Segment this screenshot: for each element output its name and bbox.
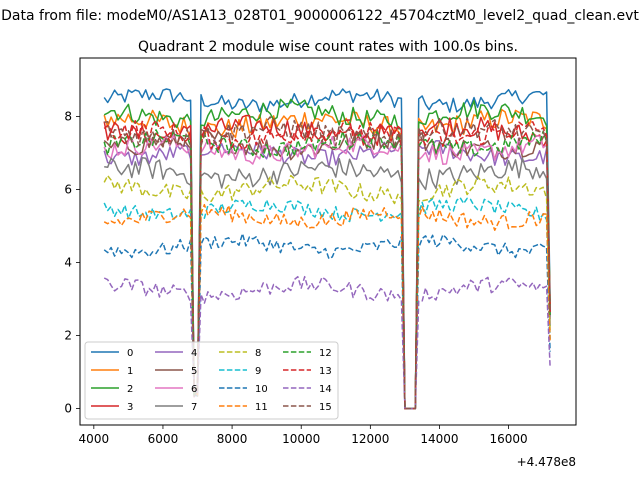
legend-label-10: 10 xyxy=(255,384,268,395)
series-line-0 xyxy=(103,88,551,410)
y-tick-label: 0 xyxy=(64,402,72,416)
y-tick-label: 6 xyxy=(64,182,72,196)
x-tick-label: 4000 xyxy=(79,432,110,446)
series-line-5 xyxy=(103,128,551,410)
y-tick-label: 8 xyxy=(64,109,72,123)
series-line-10 xyxy=(103,232,551,410)
legend-label-2: 2 xyxy=(127,384,133,395)
series-line-9 xyxy=(103,197,551,410)
legend-label-11: 11 xyxy=(255,402,268,413)
legend-label-7: 7 xyxy=(191,402,197,413)
series-line-15 xyxy=(104,116,551,410)
x-tick-label: 10000 xyxy=(282,432,320,446)
series-line-11 xyxy=(103,203,551,410)
series-line-1 xyxy=(103,108,551,410)
legend-label-13: 13 xyxy=(319,366,332,377)
legend-label-4: 4 xyxy=(191,348,197,359)
legend-label-15: 15 xyxy=(319,402,332,413)
x-tick-label: 6000 xyxy=(148,432,179,446)
legend-label-12: 12 xyxy=(319,348,332,359)
legend-label-14: 14 xyxy=(319,384,332,395)
legend-label-8: 8 xyxy=(255,348,261,359)
x-tick-label: 12000 xyxy=(351,432,389,446)
plot-series xyxy=(103,88,551,410)
x-axis: 4000 6000 8000 10000 12000 14000 16000 xyxy=(79,425,528,446)
series-line-8 xyxy=(103,174,551,410)
legend-label-1: 1 xyxy=(127,366,133,377)
series-line-6 xyxy=(103,134,551,410)
legend-label-0: 0 xyxy=(127,348,133,359)
figure-suptitle: Data from file: modeM0/AS1A13_028T01_900… xyxy=(1,8,639,24)
legend-label-9: 9 xyxy=(255,366,261,377)
series-line-12 xyxy=(103,129,551,410)
x-tick-label: 16000 xyxy=(490,432,528,446)
x-offset-label: +4.478e8 xyxy=(517,455,576,469)
y-tick-label: 2 xyxy=(64,329,72,343)
series-line-7 xyxy=(104,156,551,410)
legend-label-5: 5 xyxy=(191,366,197,377)
x-tick-label: 8000 xyxy=(217,432,248,446)
series-line-14 xyxy=(103,275,551,410)
legend-label-6: 6 xyxy=(191,384,197,395)
chart-title: Quadrant 2 module wise count rates with … xyxy=(138,39,518,55)
legend-box xyxy=(84,341,339,420)
plot-frame xyxy=(79,57,577,426)
series-line-2 xyxy=(103,98,551,410)
y-tick-label: 4 xyxy=(64,255,72,269)
legend-label-3: 3 xyxy=(127,402,133,413)
x-tick-label: 14000 xyxy=(420,432,458,446)
y-axis: 0 2 4 6 8 xyxy=(64,109,80,416)
